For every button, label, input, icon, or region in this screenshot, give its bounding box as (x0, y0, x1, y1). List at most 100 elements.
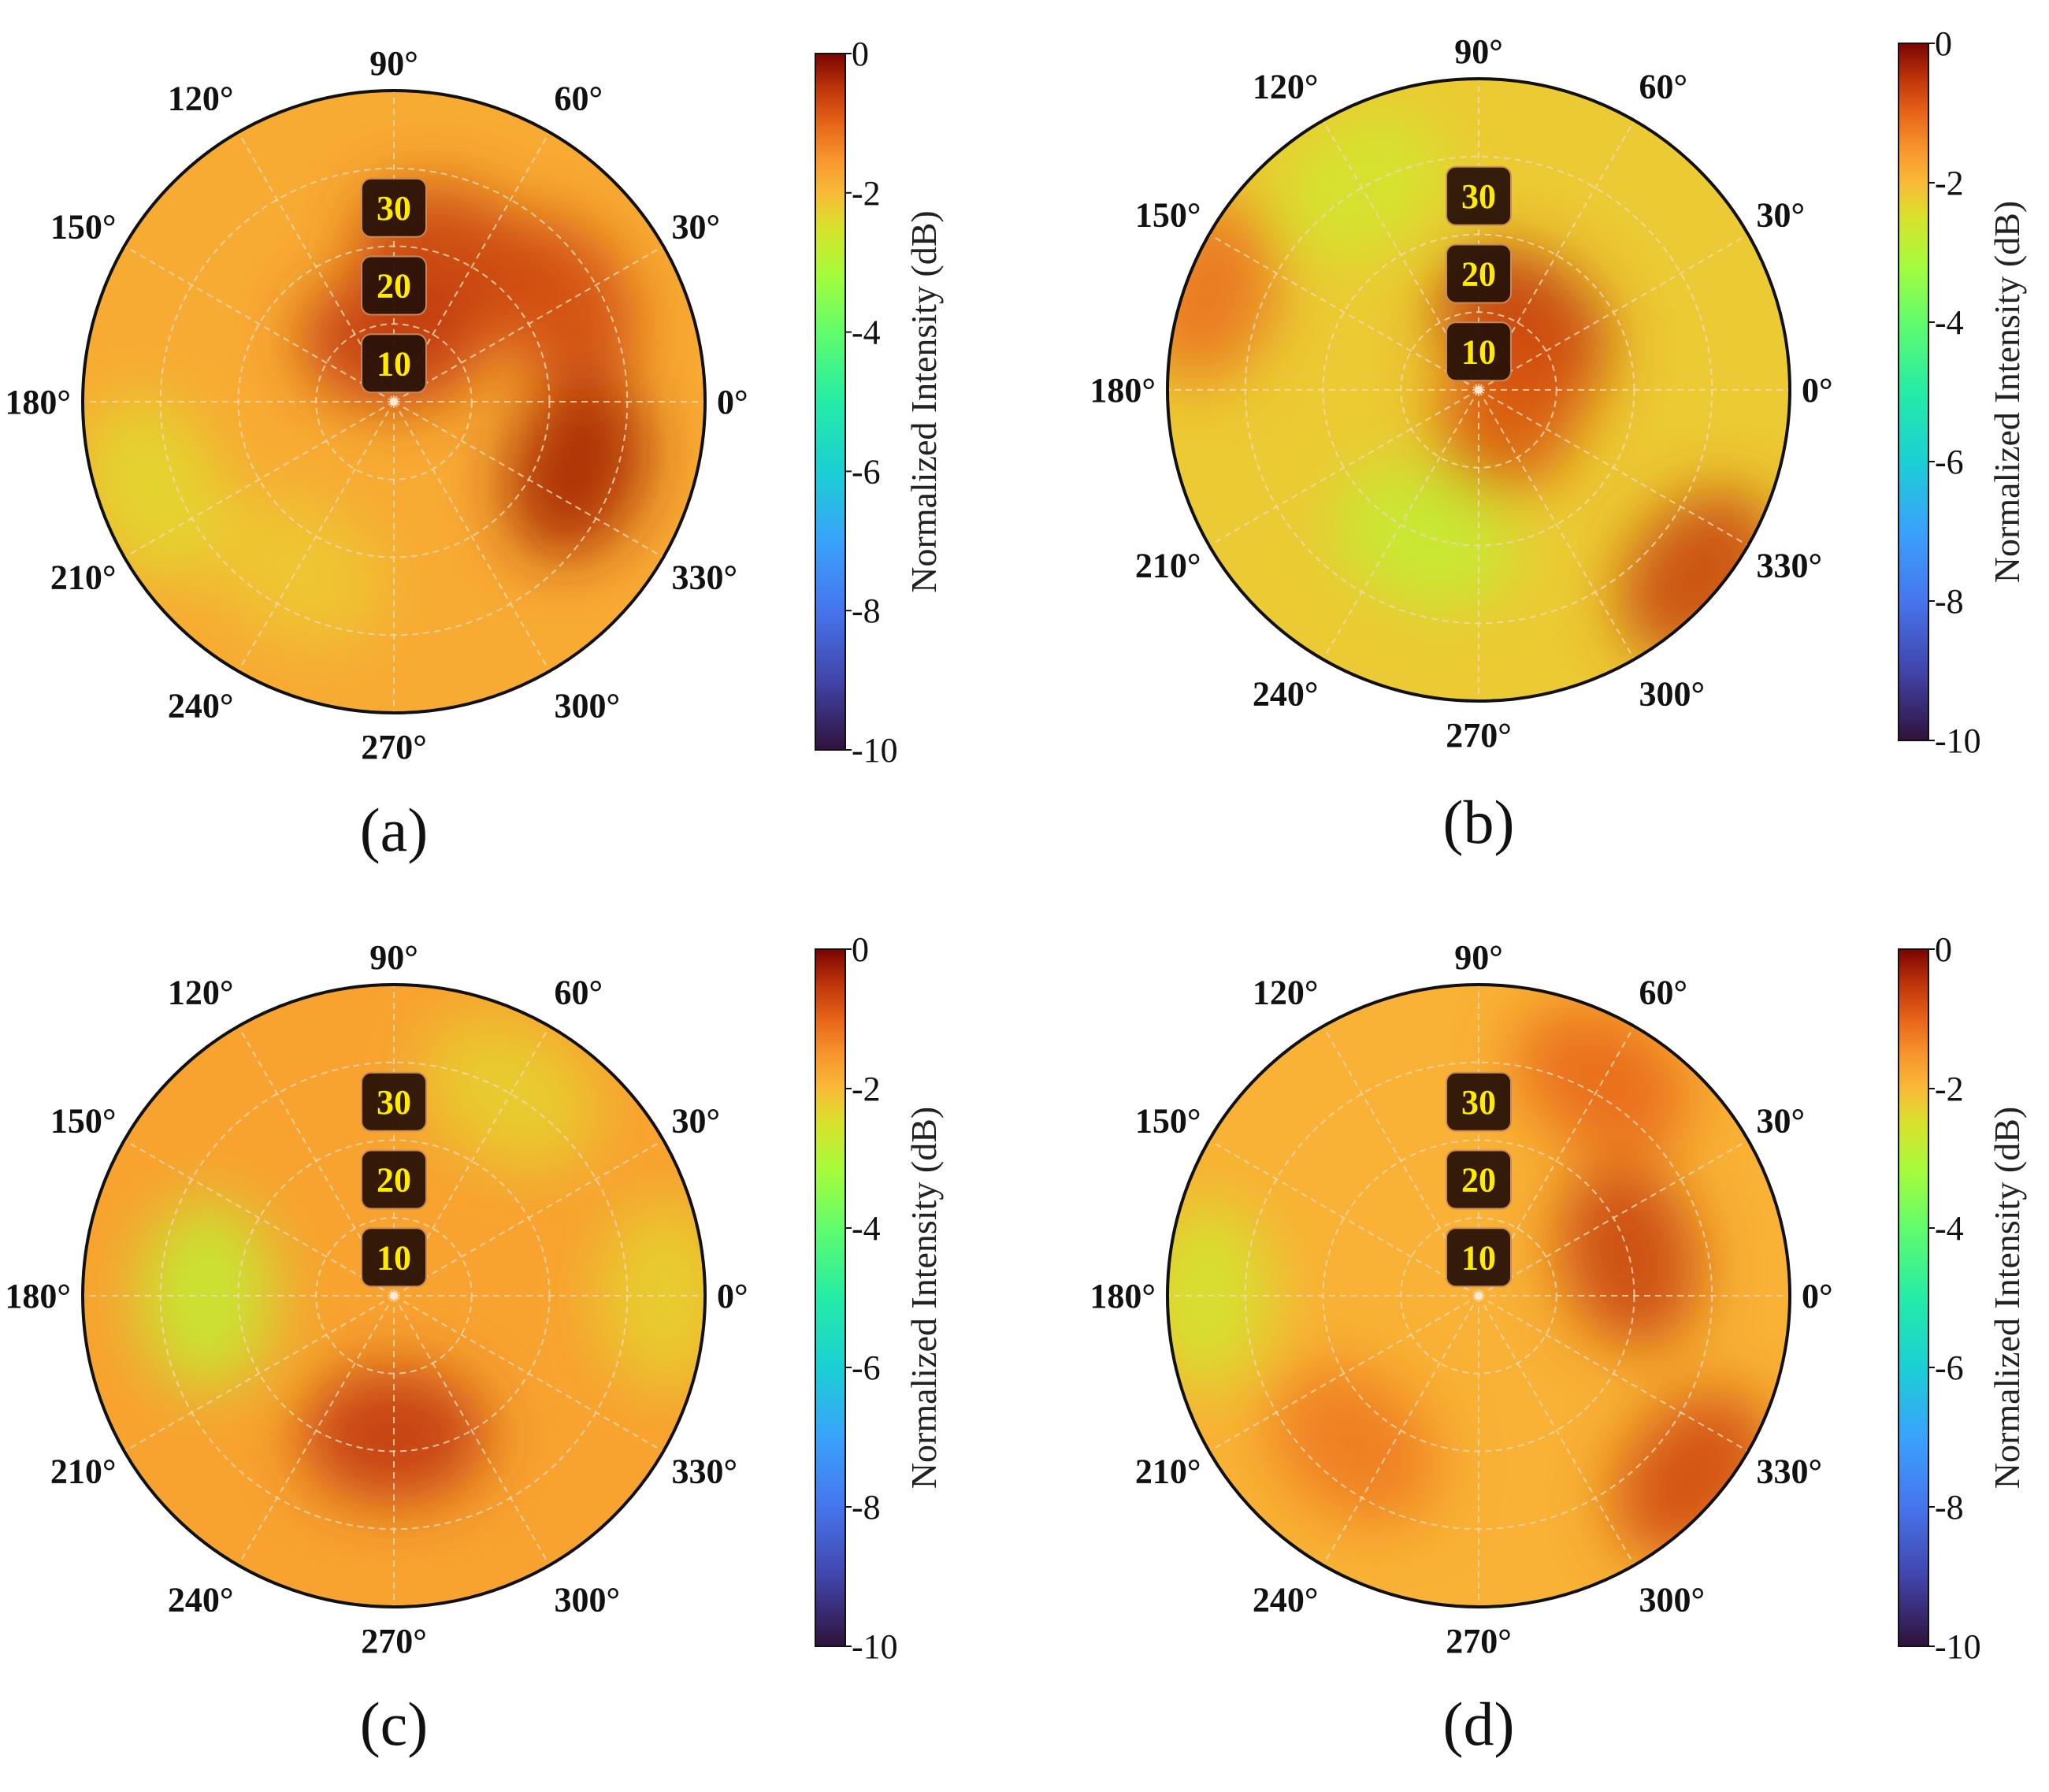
colorbar-label: Normalized Intensity (dB) (904, 1107, 944, 1489)
r-tick-text: 10 (377, 1238, 411, 1277)
intensity-feature-a-5 (209, 495, 385, 646)
colorbar-scale (1898, 948, 1929, 1647)
colorbar-tick-label: -8 (1935, 1488, 1964, 1527)
intensity-feature-a-1 (487, 217, 638, 393)
theta-grid-line (1322, 389, 1479, 660)
theta-grid-line (237, 401, 395, 672)
theta-tick-label: 180° (1089, 1277, 1156, 1315)
panel-caption: (d) (1443, 1690, 1515, 1758)
theta-tick-label: 90° (1454, 32, 1503, 71)
colorbar-scale (815, 948, 846, 1647)
colorbar-tick-label: -10 (1935, 1627, 1981, 1666)
colorbar-tick-label: -6 (1935, 1349, 1964, 1387)
colorbar-c: 0 -2 -4 -6 -8 -10 Normalized Intensity (dB) (815, 930, 944, 1666)
theta-grid-line (393, 1026, 551, 1297)
theta-grid-line (1322, 120, 1479, 391)
r-tick-label: 10 (361, 333, 427, 394)
theta-grid-line (1208, 1139, 1479, 1297)
colorbar-a: 0 -2 -4 -6 -8 -10 Normalized Intensity (dB) (815, 35, 944, 770)
panel-caption: (a) (360, 796, 429, 864)
colorbar-b: 0 -2 -4 -6 -8 -10 Normalized Intensity (dB) (1898, 24, 2027, 760)
colorbar-tick-label: 0 (852, 35, 869, 73)
r-tick-label: 10 (361, 1227, 427, 1288)
theta-tick-label: 120° (168, 974, 234, 1012)
colorbar-tick-label: 0 (1935, 24, 1952, 63)
colorbar-scale (1898, 43, 1929, 741)
theta-tick-label: 330° (1756, 547, 1822, 585)
colorbar-tick-label: -4 (1935, 1209, 1964, 1248)
colorbar-tick-label: 0 (852, 930, 869, 969)
polar-panel-c: 1020300°30°60°90°120°150°180°210°240°270… (5, 938, 748, 1660)
theta-grid-line (393, 1295, 551, 1566)
r-tick-text: 20 (377, 1161, 411, 1200)
theta-tick-label: 120° (168, 80, 234, 118)
colorbar-label: Normalized Intensity (dB) (904, 210, 944, 592)
r-tick-label: 30 (1446, 165, 1512, 226)
polar-origin (1475, 1292, 1483, 1300)
theta-tick-label: 60° (1639, 68, 1688, 106)
r-tick-label: 20 (361, 255, 427, 316)
colorbar-tick-label: 0 (1935, 930, 1952, 969)
colorbar-tick-label: -8 (1935, 582, 1964, 621)
r-tick-label: 30 (361, 1071, 427, 1132)
theta-tick-label: 240° (1253, 1580, 1319, 1619)
colorbar-tick-label: -2 (852, 1070, 881, 1108)
theta-grid-line (1478, 389, 1749, 547)
theta-tick-label: 270° (1446, 1622, 1512, 1660)
colorbar-tick-label: -2 (1935, 1070, 1964, 1108)
polar-panel-b: 1020300°30°60°90°120°150°180°210°240°270… (1089, 32, 1832, 755)
theta-grid-line (393, 401, 551, 672)
theta-tick-label: 60° (555, 80, 603, 118)
r-tick-text: 30 (377, 1083, 411, 1122)
intensity-feature-a-4 (83, 399, 225, 581)
theta-tick-label: 150° (50, 208, 117, 247)
polar-panel-a: 1020300°30°60°90°120°150°180°210°240°270… (5, 44, 748, 766)
polar-frame-b (1166, 77, 1791, 703)
colorbar-tick-label: -2 (852, 174, 881, 213)
theta-grid-line (393, 401, 664, 558)
theta-tick-label: 120° (1253, 68, 1319, 106)
colorbar-tick-label: -10 (1935, 722, 1981, 760)
theta-grid-line (1478, 1139, 1749, 1297)
theta-grid-line (237, 132, 395, 403)
theta-tick-label: 60° (555, 974, 603, 1012)
theta-tick-label: 30° (1756, 196, 1805, 235)
colorbar-label: Normalized Intensity (dB) (1987, 201, 2027, 583)
theta-grid-line (124, 1139, 395, 1297)
theta-grid-line (237, 1026, 395, 1297)
theta-grid-line (124, 1295, 395, 1453)
r-tick-text: 20 (1461, 255, 1496, 294)
theta-grid-line (393, 132, 551, 403)
theta-tick-label: 300° (1639, 674, 1706, 713)
r-tick-text: 30 (1461, 177, 1496, 216)
r-tick-label: 20 (361, 1149, 427, 1210)
r-tick-text: 20 (377, 267, 411, 306)
colorbar-tick-label: -8 (852, 592, 881, 630)
theta-tick-label: 210° (1135, 547, 1201, 585)
r-tick-text: 10 (377, 344, 411, 383)
colorbar-tick-label: -8 (852, 1488, 881, 1527)
panel-caption: (c) (360, 1690, 429, 1758)
theta-tick-label: 30° (671, 1102, 720, 1141)
intensity-feature-d-0 (1558, 1163, 1700, 1348)
theta-grid-line (1478, 120, 1635, 391)
theta-tick-label: 210° (50, 558, 117, 597)
intensity-feature-c-0 (300, 1367, 488, 1504)
intensity-feature-a-2 (504, 377, 649, 559)
theta-tick-label: 150° (50, 1102, 117, 1141)
theta-tick-label: 90° (369, 44, 418, 83)
theta-grid-line (237, 1295, 395, 1566)
panel-caption: (b) (1443, 788, 1515, 856)
theta-grid-line (1208, 1295, 1479, 1453)
r-tick-text: 10 (1461, 332, 1496, 371)
theta-tick-label: 300° (1639, 1580, 1706, 1619)
polar-origin (390, 398, 398, 406)
colorbar-label: Normalized Intensity (dB) (1987, 1107, 2027, 1489)
theta-grid-line (124, 245, 395, 403)
colorbar-tick-label: -2 (1935, 164, 1964, 202)
theta-grid-line (1478, 1026, 1635, 1297)
theta-grid-line (1208, 389, 1479, 547)
theta-tick-label: 90° (369, 938, 418, 977)
colorbar-tick-label: -10 (852, 731, 898, 770)
